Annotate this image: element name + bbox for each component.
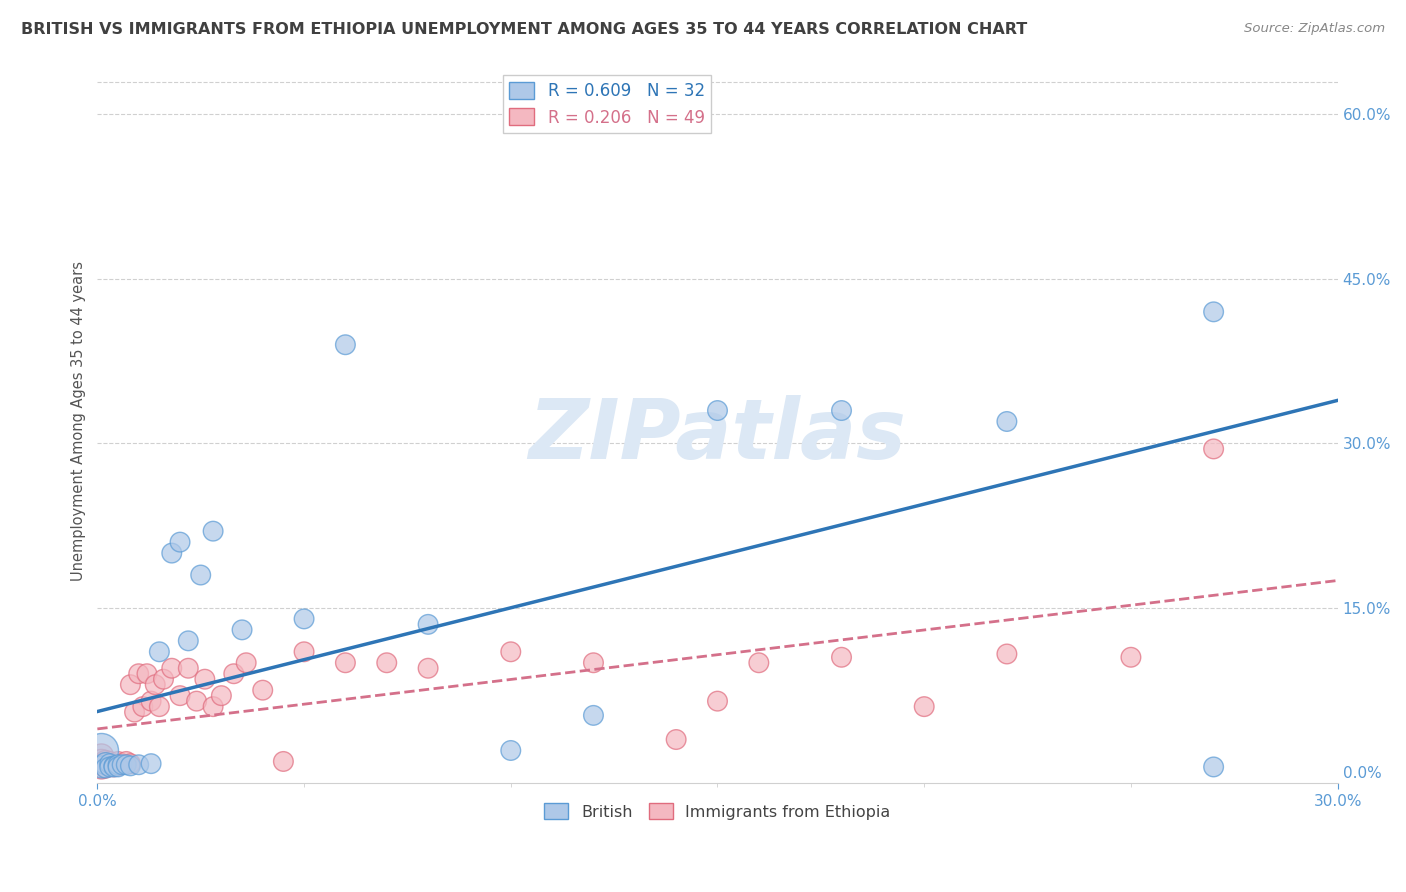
Point bbox=[665, 732, 688, 747]
Text: ZIPatlas: ZIPatlas bbox=[529, 395, 907, 476]
Point bbox=[136, 666, 159, 681]
Point bbox=[1202, 442, 1225, 456]
Point bbox=[273, 755, 295, 769]
Point bbox=[160, 661, 183, 675]
Point bbox=[706, 403, 728, 417]
Point bbox=[98, 760, 121, 774]
Point bbox=[107, 757, 129, 772]
Point bbox=[292, 645, 315, 659]
Point bbox=[94, 761, 117, 775]
Point bbox=[148, 699, 170, 714]
Point bbox=[831, 650, 853, 665]
Text: Source: ZipAtlas.com: Source: ZipAtlas.com bbox=[1244, 22, 1385, 36]
Point bbox=[1119, 650, 1142, 665]
Point bbox=[1202, 305, 1225, 319]
Point bbox=[120, 678, 142, 692]
Point bbox=[499, 645, 522, 659]
Point bbox=[169, 689, 191, 703]
Point bbox=[416, 617, 439, 632]
Point bbox=[120, 759, 142, 773]
Point bbox=[209, 689, 232, 703]
Point bbox=[202, 524, 225, 538]
Point bbox=[139, 756, 162, 771]
Point bbox=[831, 403, 853, 417]
Point bbox=[252, 683, 274, 698]
Point bbox=[103, 759, 125, 773]
Point bbox=[98, 756, 121, 771]
Point bbox=[235, 656, 257, 670]
Point bbox=[995, 415, 1018, 429]
Point bbox=[90, 749, 112, 764]
Point bbox=[148, 645, 170, 659]
Point bbox=[190, 568, 212, 582]
Point bbox=[194, 672, 217, 686]
Point bbox=[107, 759, 129, 773]
Point bbox=[375, 656, 398, 670]
Point bbox=[94, 755, 117, 769]
Point bbox=[111, 756, 134, 771]
Point bbox=[139, 694, 162, 708]
Point bbox=[499, 743, 522, 757]
Point bbox=[160, 546, 183, 560]
Point bbox=[90, 743, 112, 757]
Point bbox=[107, 760, 129, 774]
Point bbox=[94, 760, 117, 774]
Point bbox=[177, 661, 200, 675]
Point bbox=[202, 699, 225, 714]
Point bbox=[416, 661, 439, 675]
Point bbox=[335, 337, 357, 351]
Point bbox=[748, 656, 770, 670]
Point bbox=[169, 535, 191, 549]
Point bbox=[128, 666, 150, 681]
Point bbox=[143, 678, 166, 692]
Point bbox=[706, 694, 728, 708]
Point bbox=[107, 755, 129, 769]
Legend: British, Immigrants from Ethiopia: British, Immigrants from Ethiopia bbox=[538, 797, 897, 826]
Point bbox=[1202, 760, 1225, 774]
Point bbox=[292, 612, 315, 626]
Point bbox=[912, 699, 935, 714]
Point bbox=[186, 694, 208, 708]
Point bbox=[231, 623, 253, 637]
Point bbox=[94, 756, 117, 771]
Text: BRITISH VS IMMIGRANTS FROM ETHIOPIA UNEMPLOYMENT AMONG AGES 35 TO 44 YEARS CORRE: BRITISH VS IMMIGRANTS FROM ETHIOPIA UNEM… bbox=[21, 22, 1028, 37]
Point bbox=[582, 708, 605, 723]
Point bbox=[177, 633, 200, 648]
Point bbox=[132, 699, 155, 714]
Point bbox=[90, 760, 112, 774]
Point bbox=[582, 656, 605, 670]
Point bbox=[98, 759, 121, 773]
Point bbox=[103, 760, 125, 774]
Point bbox=[335, 656, 357, 670]
Point bbox=[90, 760, 112, 774]
Point bbox=[124, 705, 146, 719]
Point bbox=[152, 672, 174, 686]
Point bbox=[94, 756, 117, 771]
Point bbox=[103, 760, 125, 774]
Point bbox=[115, 757, 138, 772]
Point bbox=[128, 757, 150, 772]
Point bbox=[120, 756, 142, 771]
Point bbox=[98, 755, 121, 769]
Point bbox=[111, 757, 134, 772]
Point bbox=[115, 755, 138, 769]
Point bbox=[995, 647, 1018, 661]
Point bbox=[222, 666, 245, 681]
Point bbox=[103, 756, 125, 771]
Point bbox=[90, 755, 112, 769]
Y-axis label: Unemployment Among Ages 35 to 44 years: Unemployment Among Ages 35 to 44 years bbox=[72, 261, 86, 582]
